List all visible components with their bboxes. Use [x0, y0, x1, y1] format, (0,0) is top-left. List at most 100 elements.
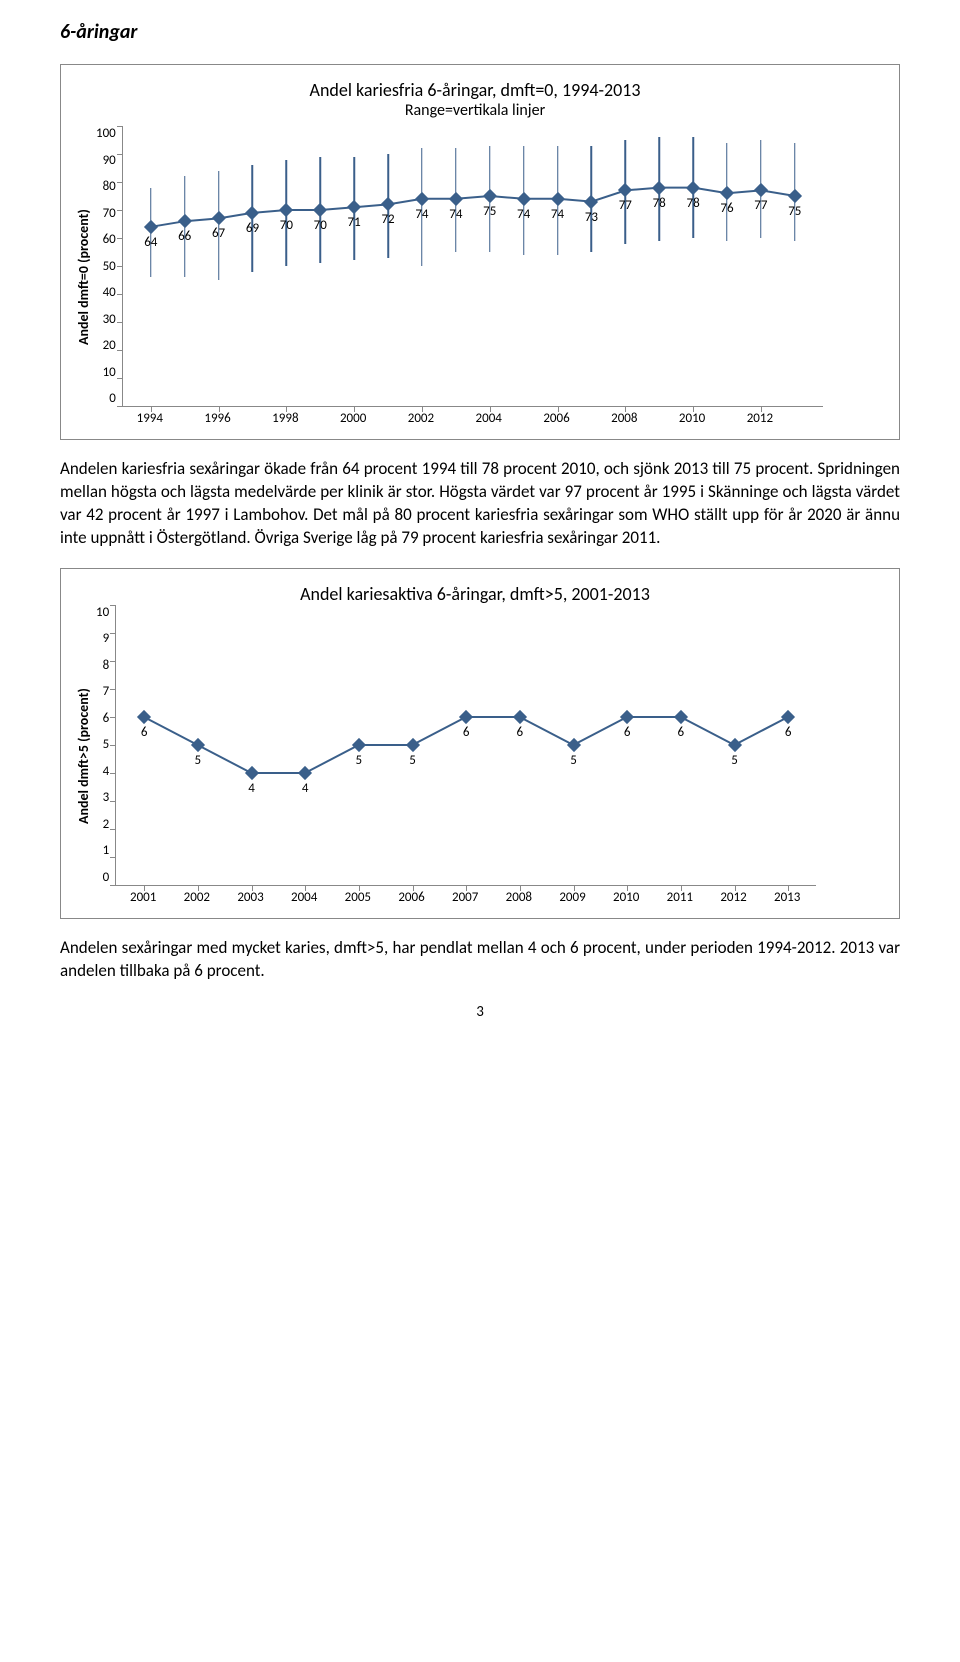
data-marker: [550, 192, 564, 206]
paragraph-1: Andelen kariesfria sexåringar ökade från…: [60, 458, 900, 550]
y-tick-label: 10: [96, 605, 109, 620]
chart2-y-axis-label: Andel dmft>5 (procent): [71, 605, 96, 908]
chart2-plot-area: 6544556656656: [115, 605, 816, 886]
data-label: 6: [517, 725, 524, 740]
data-label: 74: [551, 207, 564, 222]
chart1-title: Andel kariesfria 6-åringar, dmft=0, 1994…: [71, 79, 879, 101]
data-marker: [686, 181, 700, 195]
y-tick-label: 50: [96, 259, 116, 274]
y-tick-label: 6: [96, 711, 109, 726]
data-label: 74: [517, 207, 530, 222]
data-label: 73: [585, 210, 598, 225]
y-tick-label: 9: [96, 631, 109, 646]
y-tick-label: 0: [96, 391, 116, 406]
chart1-x-ticks: 1994199619982000200220042006200820102012: [122, 407, 822, 429]
data-label: 78: [687, 196, 700, 211]
data-marker: [674, 710, 688, 724]
data-marker: [727, 738, 741, 752]
data-label: 6: [785, 725, 792, 740]
data-label: 64: [144, 235, 157, 250]
data-label: 75: [788, 204, 801, 219]
chart1-y-axis-label: Andel dmft=0 (procent): [71, 126, 96, 429]
data-marker: [245, 206, 259, 220]
data-label: 69: [246, 221, 259, 236]
data-marker: [244, 766, 258, 780]
x-tick-label: 1998: [272, 411, 298, 426]
y-tick-label: 2: [96, 817, 109, 832]
y-tick-label: 10: [96, 365, 116, 380]
x-tick-label: 1994: [137, 411, 163, 426]
data-marker: [459, 710, 473, 724]
data-label: 77: [754, 198, 767, 213]
data-label: 5: [570, 753, 577, 768]
x-tick-label: 2013: [774, 890, 800, 905]
y-tick-label: 8: [96, 658, 109, 673]
data-marker: [483, 189, 497, 203]
data-label: 4: [302, 781, 309, 796]
data-label: 78: [653, 196, 666, 211]
x-tick-label: 2009: [559, 890, 585, 905]
chart1-subtitle: Range=vertikala linjer: [71, 101, 879, 120]
y-tick-label: 3: [96, 790, 109, 805]
x-tick-label: 2000: [340, 411, 366, 426]
x-tick-label: 1996: [204, 411, 230, 426]
data-marker: [652, 181, 666, 195]
data-marker: [144, 220, 158, 234]
data-marker: [618, 183, 632, 197]
chart2-box: Andel kariesaktiva 6-åringar, dmft>5, 20…: [60, 568, 900, 919]
data-label: 6: [463, 725, 470, 740]
chart1-plot-area: 6466676970707172747475747473777878767775: [122, 126, 823, 407]
y-tick-label: 40: [96, 285, 116, 300]
x-tick-label: 2006: [398, 890, 424, 905]
data-label: 75: [483, 204, 496, 219]
x-tick-label: 2005: [345, 890, 371, 905]
chart2-line: [116, 605, 816, 885]
x-tick-label: 2012: [720, 890, 746, 905]
data-label: 76: [720, 201, 733, 216]
data-marker: [313, 203, 327, 217]
y-tick-label: 5: [96, 737, 109, 752]
x-tick-label: 2002: [184, 890, 210, 905]
y-tick-label: 1: [96, 843, 109, 858]
data-marker: [449, 192, 463, 206]
data-marker: [620, 710, 634, 724]
data-label: 5: [409, 753, 416, 768]
y-tick-label: 60: [96, 232, 116, 247]
data-marker: [405, 738, 419, 752]
x-tick-label: 2006: [543, 411, 569, 426]
data-label: 5: [195, 753, 202, 768]
chart2-x-ticks: 2001200220032004200520062007200820092010…: [115, 886, 815, 908]
data-marker: [754, 183, 768, 197]
y-tick-label: 70: [96, 206, 116, 221]
y-tick-label: 4: [96, 764, 109, 779]
y-tick-label: 80: [96, 179, 116, 194]
chart1-box: Andel kariesfria 6-åringar, dmft=0, 1994…: [60, 64, 900, 440]
x-tick-label: 2011: [667, 890, 693, 905]
data-label: 77: [619, 198, 632, 213]
data-label: 72: [381, 212, 394, 227]
x-tick-label: 2008: [611, 411, 637, 426]
data-label: 71: [348, 215, 361, 230]
data-label: 6: [141, 725, 148, 740]
data-label: 6: [678, 725, 685, 740]
data-label: 67: [212, 226, 225, 241]
x-tick-label: 2003: [237, 890, 263, 905]
x-tick-label: 2001: [130, 890, 156, 905]
y-tick-label: 90: [96, 153, 116, 168]
data-label: 70: [280, 218, 293, 233]
x-tick-label: 2007: [452, 890, 478, 905]
data-marker: [788, 189, 802, 203]
section-heading: 6-åringar: [60, 20, 900, 44]
x-tick-label: 2008: [506, 890, 532, 905]
data-marker: [279, 203, 293, 217]
data-marker: [566, 738, 580, 752]
y-tick-label: 7: [96, 684, 109, 699]
data-marker: [298, 766, 312, 780]
data-label: 6: [624, 725, 631, 740]
x-tick-label: 2012: [747, 411, 773, 426]
x-tick-label: 2002: [408, 411, 434, 426]
data-label: 66: [178, 229, 191, 244]
data-marker: [517, 192, 531, 206]
data-marker: [381, 197, 395, 211]
x-tick-label: 2010: [679, 411, 705, 426]
